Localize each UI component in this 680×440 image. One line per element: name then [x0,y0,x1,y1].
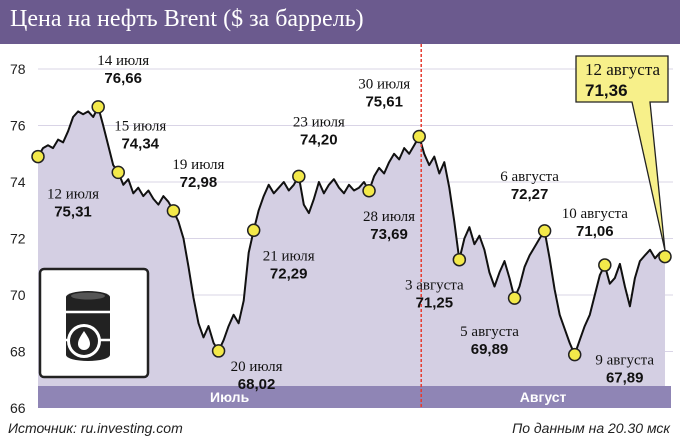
y-tick-label-78: 78 [10,61,26,77]
annotation-date: 28 июля [363,209,415,225]
y-tick-label-76: 76 [10,118,26,134]
price-area [38,106,665,387]
annotation-date: 3 августа [405,278,464,294]
price-marker [537,224,552,238]
callout-date: 12 августа [585,60,660,79]
annotation-value: 67,89 [606,370,644,387]
annotation-value: 75,31 [54,204,92,221]
y-tick-label-74: 74 [10,174,26,190]
title-bar: Цена на нефть Brent ($ за баррель) [0,0,680,44]
month-label-july: Июль [210,389,250,405]
annotation-date: 6 августа [500,169,559,185]
price-area-layer [38,106,665,387]
price-marker [211,344,226,358]
annotation-value: 73,69 [370,226,408,243]
y-tick-label-66: 66 [10,400,26,416]
chart-title: Цена на нефть Brent ($ за баррель) [10,6,364,32]
price-marker [507,291,522,305]
annotation-date: 5 августа [460,324,519,340]
annotation-value: 71,25 [416,295,454,312]
y-tick-label-68: 68 [10,344,26,360]
annotation-value: 69,89 [471,341,509,358]
latest-price-callout: 12 августа 71,36 [575,55,669,251]
price-markers [31,100,672,362]
annotation-value: 72,27 [511,186,549,203]
month-label-august: Август [520,389,567,405]
y-tick-label-70: 70 [10,287,26,303]
annotation-value: 74,34 [121,135,159,152]
annotation-date: 20 июля [231,359,283,375]
annotation-date: 19 июля [172,157,224,173]
annotation-date: 30 июля [358,77,410,93]
annotation-value: 75,61 [365,94,403,111]
price-marker [292,169,306,184]
time-note: По данным на 20.30 мск [512,420,670,436]
annotation-value: 72,98 [180,174,218,191]
month-bar: Июль Август [38,386,671,408]
source-note: Источник: ru.investing.com [8,420,183,436]
price-chart: 66 68 70 72 74 76 78 Июль Август 12 августа 71,3… [10,44,673,416]
callout-box [575,55,669,251]
price-line-layer [37,105,666,356]
price-marker [246,223,261,238]
annotation-value: 71,06 [576,223,614,240]
annotation-value: 76,66 [104,70,142,87]
annotation-value: 74,20 [300,131,338,148]
price-marker-latest [658,249,672,264]
annotation-date: 15 июля [114,118,166,134]
price-marker [362,184,376,198]
y-tick-label-72: 72 [10,231,26,247]
price-marker [111,165,126,180]
annotation-date: 14 июля [97,53,149,69]
annotation-date: 12 июля [47,187,99,203]
month-bar-background [38,386,671,408]
price-marker [598,258,612,272]
price-marker [567,347,582,362]
annotation-date: 23 июля [293,114,345,130]
price-marker [412,129,426,144]
price-marker [166,204,181,218]
annotation-date: 10 августа [562,206,629,222]
annotation-date: 9 августа [595,353,654,369]
price-marker [31,149,45,164]
annotation-date: 21 июля [263,248,315,264]
annotation-value: 72,29 [270,265,308,282]
price-marker [91,100,105,114]
callout-value: 71,36 [585,81,628,100]
y-axis: 66 68 70 72 74 76 78 [10,61,26,416]
price-line [37,105,666,356]
oil-barrel-icon [38,267,150,379]
annotation-value: 68,02 [238,376,276,393]
price-marker [452,252,467,267]
